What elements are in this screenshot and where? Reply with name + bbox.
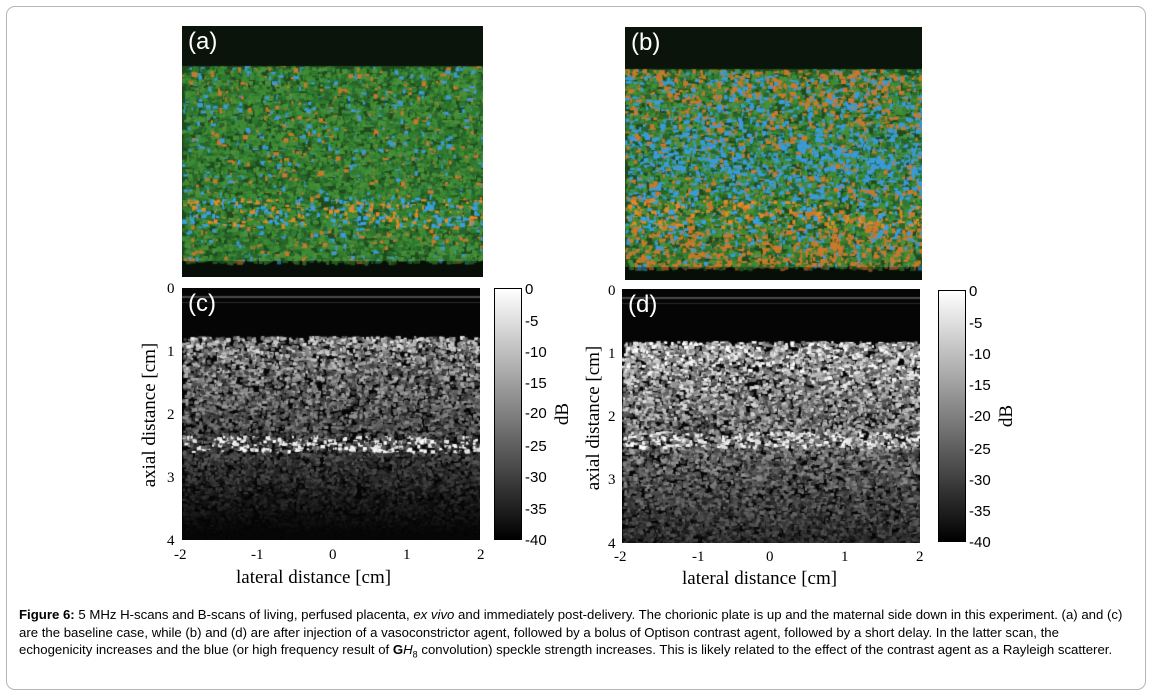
- caption-label: Figure 6:: [19, 607, 75, 622]
- panel-label-d: (d): [628, 291, 658, 318]
- panel-label-b: (b): [631, 29, 661, 56]
- colorbar-c: [494, 288, 522, 540]
- caption-h: H: [403, 642, 413, 657]
- colorbar-tick: -35: [969, 503, 991, 520]
- xtick-label: -1: [692, 549, 705, 565]
- xlabel-d: lateral distance [cm]: [682, 568, 838, 589]
- hscan-image-a: [182, 26, 483, 277]
- panel-label-a: (a): [188, 28, 218, 55]
- colorbar-tick: -35: [525, 501, 547, 518]
- caption-sub: 8: [412, 649, 418, 660]
- ytick-label: 0: [608, 283, 616, 299]
- colorbar-tick: -20: [969, 408, 991, 425]
- xtick-label: 1: [403, 547, 411, 563]
- bscan-panel-d: (d): [622, 289, 920, 543]
- hscan-image-b: [625, 27, 922, 280]
- xtick-label: 2: [916, 549, 924, 565]
- xlabel-c: lateral distance [cm]: [236, 567, 392, 588]
- hscan-panel-a: (a): [182, 26, 483, 277]
- colorbar-tick: -5: [525, 313, 539, 330]
- ylabel-d: axial distance [cm]: [583, 345, 604, 491]
- colorbar-tick: -25: [525, 438, 547, 455]
- xtick-label: -2: [174, 547, 187, 563]
- colorbar-tick: -40: [969, 534, 991, 551]
- ylabel-c: axial distance [cm]: [139, 342, 160, 488]
- colorbar-tick: -15: [525, 375, 547, 392]
- xtick-label: -1: [251, 547, 264, 563]
- ytick-label: 1: [608, 346, 616, 362]
- caption-text-1: 5 MHz H-scans and B-scans of living, per…: [74, 607, 414, 622]
- hscan-panel-b: (b): [625, 27, 922, 280]
- colorbar-tick: -30: [525, 469, 547, 486]
- bscan-image-c: [182, 288, 480, 540]
- caption-italic: ex vivo: [413, 607, 455, 622]
- bscan-image-d: [622, 289, 920, 543]
- ytick-label: 2: [167, 407, 175, 423]
- colorbar-unit-d: dB: [996, 404, 1017, 428]
- colorbar-tick: -30: [969, 472, 991, 489]
- caption-text-3: convolution) speckle strength increases.…: [417, 642, 1113, 657]
- caption-text-2: and immediately post-delivery. The chori…: [19, 607, 1123, 657]
- colorbar-tick: 0: [969, 283, 978, 300]
- bscan-panel-c: (c): [182, 288, 480, 540]
- panel-label-c: (c): [188, 290, 216, 317]
- ytick-label: 2: [608, 409, 616, 425]
- ytick-label: 4: [167, 533, 175, 549]
- colorbar-tick: -10: [969, 346, 991, 363]
- colorbar-tick: 0: [525, 281, 534, 298]
- colorbar-tick: -20: [525, 405, 547, 422]
- xtick-label: 0: [766, 549, 774, 565]
- colorbar-tick: -40: [525, 532, 547, 549]
- xtick-label: -2: [614, 549, 627, 565]
- colorbar-tick: -10: [525, 344, 547, 361]
- xtick-label: 0: [329, 547, 337, 563]
- colorbar-d: [938, 290, 966, 542]
- ytick-label: 3: [608, 472, 616, 488]
- ytick-label: 1: [167, 344, 175, 360]
- ytick-label: 4: [608, 536, 616, 552]
- colorbar-tick: -5: [969, 315, 983, 332]
- colorbar-tick: -15: [969, 377, 991, 394]
- ytick-label: 0: [167, 281, 175, 297]
- xtick-label: 1: [841, 549, 849, 565]
- colorbar-unit-c: dB: [552, 402, 573, 426]
- ytick-label: 3: [167, 470, 175, 486]
- colorbar-tick: -25: [969, 441, 991, 458]
- figure-caption: Figure 6: 5 MHz H-scans and B-scans of l…: [19, 606, 1133, 664]
- xtick-label: 2: [477, 547, 485, 563]
- caption-g: G: [392, 642, 404, 657]
